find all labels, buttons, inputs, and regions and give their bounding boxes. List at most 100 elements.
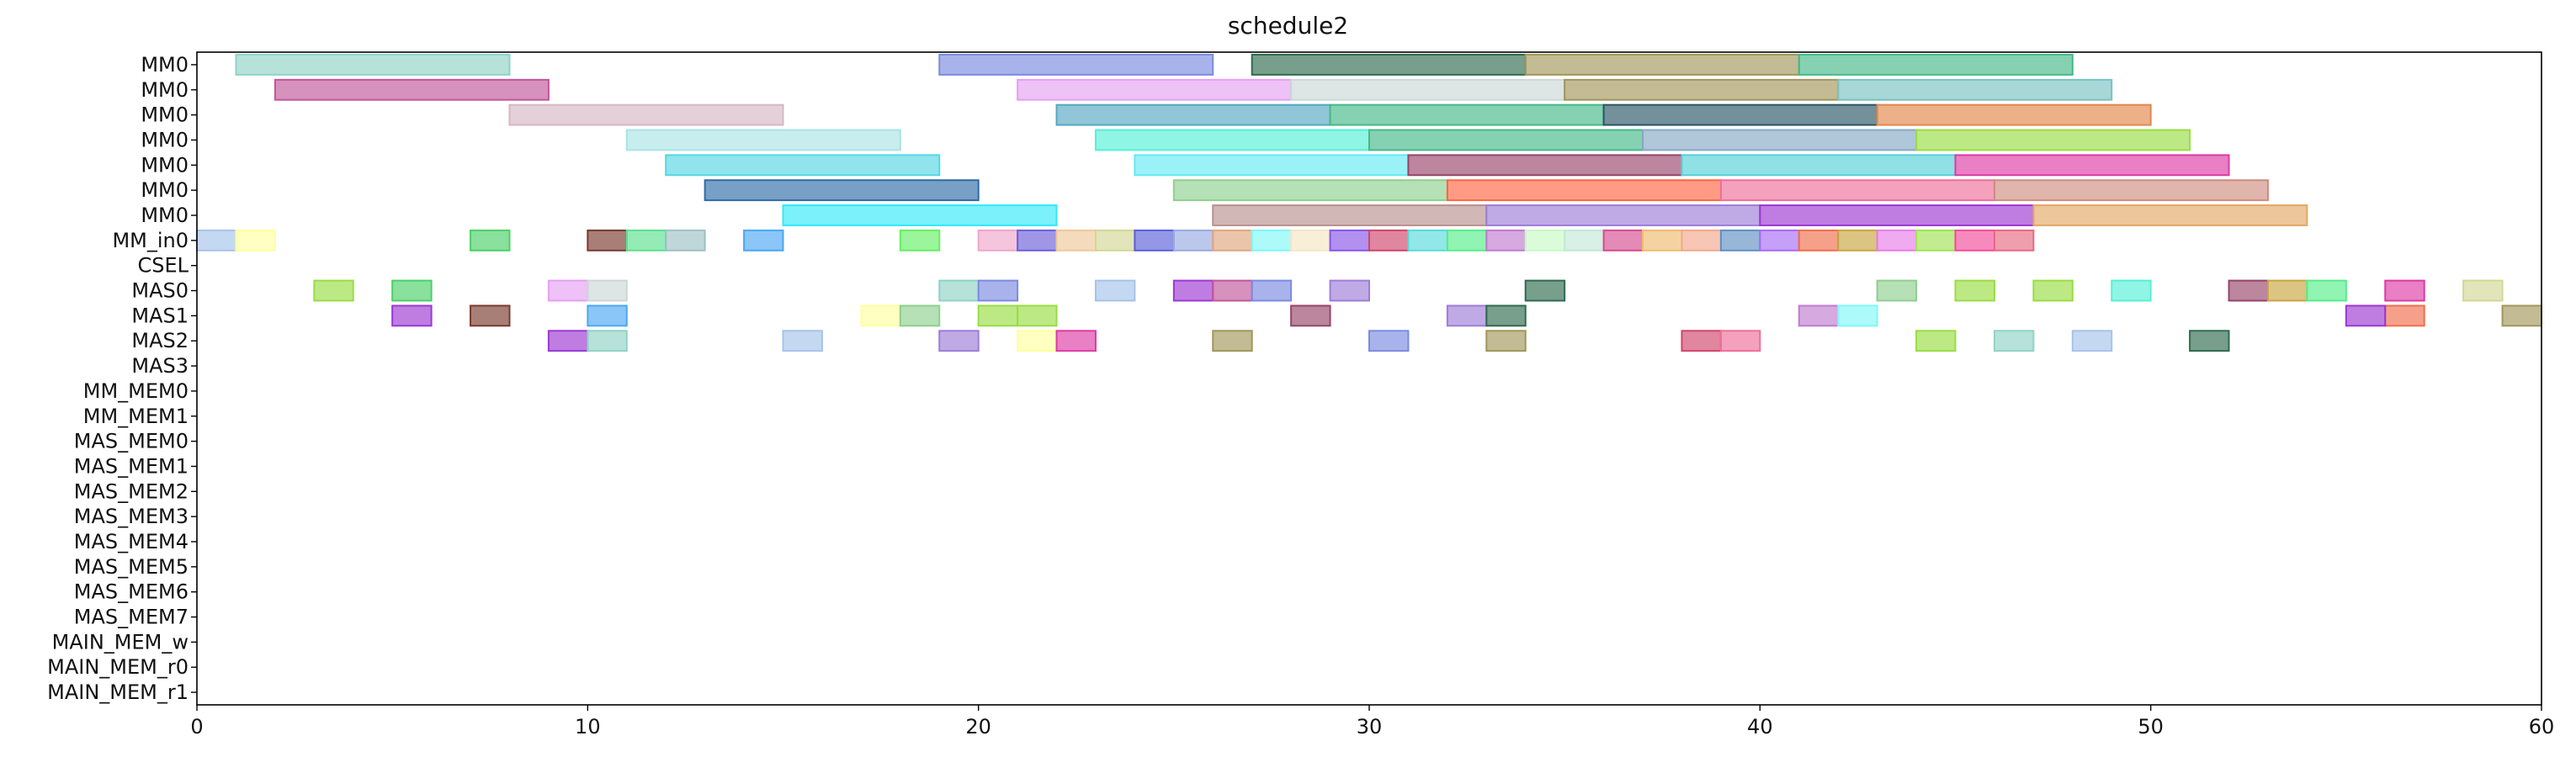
bar-86 <box>2228 279 2269 302</box>
bar-38 <box>587 229 628 251</box>
bar-83 <box>1954 279 1995 302</box>
bar-16 <box>1094 129 1370 151</box>
bar-47 <box>1134 229 1175 251</box>
bar-66 <box>1876 229 1918 251</box>
bar-103 <box>2501 304 2542 327</box>
bar-94 <box>860 304 901 327</box>
y-tick-label-4: MM0 <box>141 153 189 177</box>
bar-25 <box>704 179 980 202</box>
bar-44 <box>1017 229 1058 251</box>
bar-70 <box>313 279 354 302</box>
bar-22 <box>1407 154 1683 177</box>
y-tick-label-14: MM_MEM1 <box>83 405 189 428</box>
bar-13 <box>1602 103 1878 126</box>
y-tick-label-22: MAS_MEM7 <box>74 606 189 629</box>
bar-28 <box>1719 179 1995 202</box>
y-tick-label-2: MM0 <box>141 103 189 127</box>
bar-119 <box>2071 330 2113 352</box>
y-tick-label-18: MAS_MEM3 <box>74 505 189 528</box>
bar-64 <box>1798 229 1840 251</box>
y-tick-label-23: MAIN_MEM_w <box>52 630 189 654</box>
bar-114 <box>1485 330 1527 352</box>
bar-68 <box>1954 229 1995 251</box>
y-tick-label-12: MAS3 <box>131 354 189 378</box>
x-tick-label-4: 40 <box>1747 715 1773 738</box>
bar-34 <box>2032 204 2308 226</box>
bar-90 <box>2462 279 2504 302</box>
bar-29 <box>1993 179 2269 202</box>
bar-20 <box>665 154 941 177</box>
bar-56 <box>1485 229 1527 251</box>
bar-12 <box>1329 103 1605 126</box>
bar-0 <box>235 53 511 76</box>
bar-45 <box>1055 229 1097 251</box>
x-tick-label-3: 30 <box>1357 715 1383 738</box>
y-tick-label-5: MM0 <box>141 178 189 202</box>
bar-65 <box>1837 229 1878 251</box>
bar-108 <box>782 330 823 352</box>
bar-11 <box>1055 103 1331 126</box>
bar-113 <box>1368 330 1410 352</box>
bar-111 <box>1055 330 1097 352</box>
bar-88 <box>2306 279 2347 302</box>
bar-23 <box>1681 154 1957 177</box>
bar-27 <box>1446 179 1722 202</box>
bar-81 <box>1524 279 1566 302</box>
bar-96 <box>977 304 1019 327</box>
bar-7 <box>1290 78 1566 101</box>
y-tick-label-17: MAS_MEM2 <box>74 479 189 503</box>
y-tick-label-0: MM0 <box>141 53 189 77</box>
x-tick-label-6: 60 <box>2529 715 2555 738</box>
bar-48 <box>1172 229 1214 251</box>
y-tick-label-3: MM0 <box>141 128 189 151</box>
y-tick-label-21: MAS_MEM6 <box>74 580 189 604</box>
bar-101 <box>1798 304 1840 327</box>
x-tick-label-2: 20 <box>965 715 991 738</box>
bar-40 <box>665 229 706 251</box>
bar-50 <box>1251 229 1293 251</box>
bar-98 <box>1290 304 1331 327</box>
bar-112 <box>1212 330 1253 352</box>
bar-61 <box>1681 229 1722 251</box>
bar-80 <box>1329 279 1370 302</box>
bar-24 <box>1954 154 2230 177</box>
y-tick-label-1: MM0 <box>141 78 189 102</box>
bar-26 <box>1172 179 1448 202</box>
bar-74 <box>938 279 980 302</box>
bar-93 <box>587 304 628 327</box>
bar-76 <box>1094 279 1136 302</box>
bar-117 <box>1915 330 1957 352</box>
x-tick-label-1: 10 <box>575 715 601 738</box>
bar-39 <box>625 229 667 251</box>
bar-37 <box>470 229 511 251</box>
y-tick-label-15: MAS_MEM0 <box>74 430 189 453</box>
bar-17 <box>1368 129 1644 151</box>
y-tick-label-19: MAS_MEM4 <box>74 530 189 553</box>
bar-120 <box>2189 330 2230 352</box>
bar-19 <box>1915 129 2191 151</box>
bar-6 <box>1017 78 1293 101</box>
bar-2 <box>1251 53 1527 76</box>
bar-57 <box>1524 229 1566 251</box>
bar-107 <box>587 330 628 352</box>
bar-104 <box>2384 304 2425 327</box>
bar-97 <box>1017 304 1058 327</box>
bar-100 <box>1485 304 1527 327</box>
bar-78 <box>1212 279 1253 302</box>
y-tick-label-16: MAS_MEM1 <box>74 454 189 478</box>
bar-79 <box>1251 279 1293 302</box>
bar-31 <box>1212 204 1488 226</box>
bar-32 <box>1485 204 1761 226</box>
y-tick-label-20: MAS_MEM5 <box>74 555 189 579</box>
y-tick-label-11: MAS2 <box>131 329 189 352</box>
bar-95 <box>899 304 941 327</box>
bar-69 <box>1993 229 2035 251</box>
bar-35 <box>196 229 237 251</box>
bar-15 <box>625 129 901 151</box>
bar-55 <box>1446 229 1488 251</box>
bar-110 <box>1017 330 1058 352</box>
bar-10 <box>508 103 784 126</box>
y-tick-label-6: MM0 <box>141 204 189 227</box>
chart-title: schedule2 <box>1227 12 1349 40</box>
